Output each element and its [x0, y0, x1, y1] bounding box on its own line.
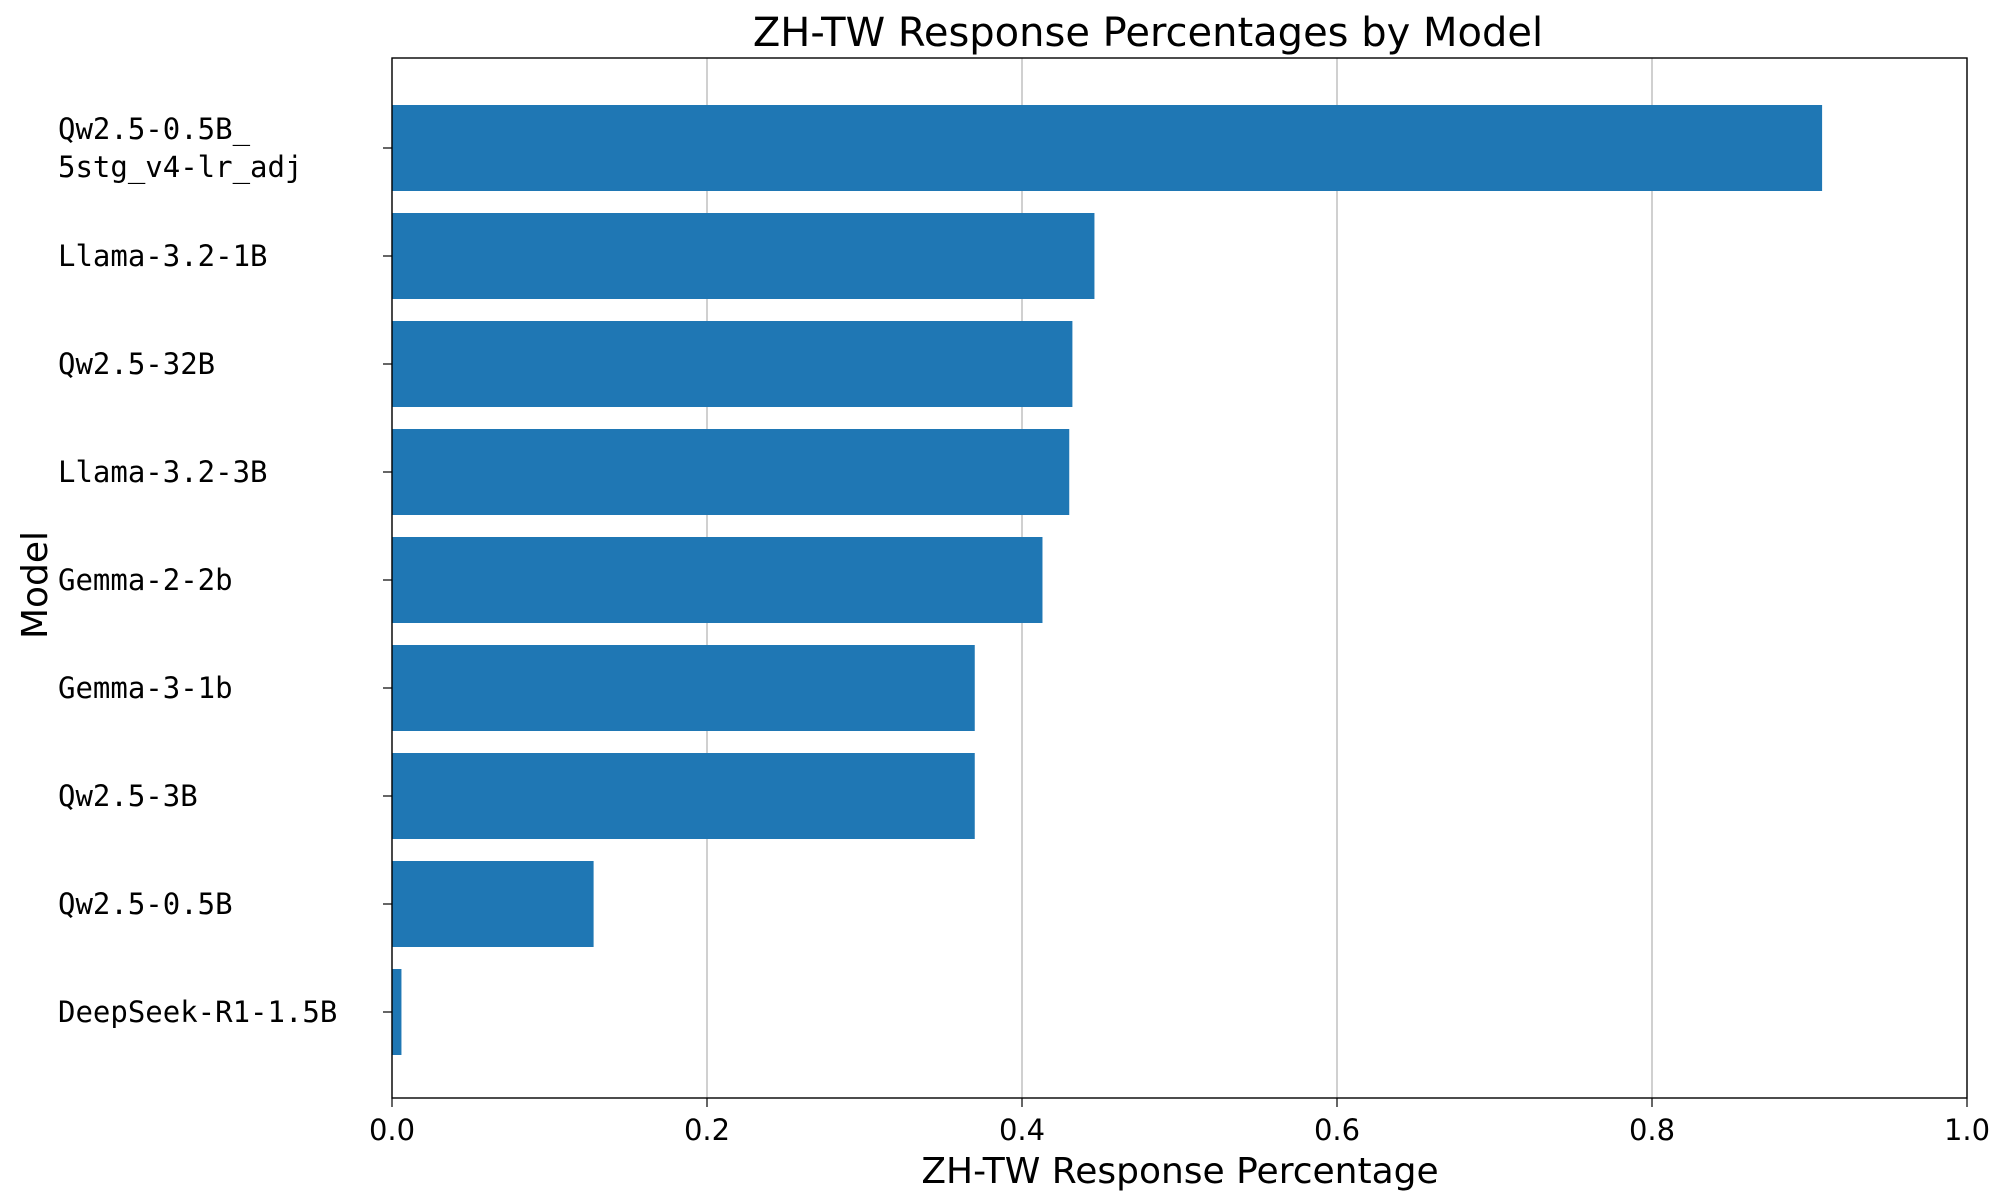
y-tick-label: Qw2.5-0.5B_ — [58, 112, 251, 147]
x-axis-label: ZH-TW Response Percentage — [921, 1151, 1438, 1192]
y-tick-label: 5stg_v4-lr_adj — [58, 150, 302, 185]
bar — [392, 213, 1095, 299]
chart-title: ZH-TW Response Percentages by Model — [753, 10, 1543, 56]
y-tick-label: Gemma-2-2b — [58, 563, 233, 597]
y-tick-label: Llama-3.2-1B — [58, 239, 268, 273]
x-tick-label: 0.4 — [999, 1113, 1045, 1147]
y-axis-label: Model — [15, 531, 56, 639]
x-tick-label: 0.2 — [684, 1113, 730, 1147]
plot-frame — [391, 57, 1968, 1099]
bar — [392, 429, 1070, 515]
y-tick-label: Qw2.5-32B — [58, 347, 215, 381]
bar — [392, 969, 402, 1055]
y-tick-label: Llama-3.2-3B — [58, 455, 268, 489]
bar — [392, 753, 975, 839]
y-tick-label: Qw2.5-0.5B — [58, 887, 233, 921]
y-tick-label: Gemma-3-1b — [58, 671, 233, 705]
bar — [392, 105, 1823, 191]
x-tick-label: 0.0 — [369, 1113, 415, 1147]
y-tick-label: Qw2.5-3B — [58, 779, 198, 813]
bar — [392, 861, 594, 947]
bars — [392, 105, 1823, 1055]
x-tick-label: 1.0 — [1944, 1113, 1990, 1147]
x-tick-label: 0.8 — [1629, 1113, 1675, 1147]
bar — [392, 321, 1073, 407]
bar — [392, 537, 1043, 623]
y-tick-label: DeepSeek-R1-1.5B — [58, 995, 337, 1029]
x-tick-label: 0.6 — [1314, 1113, 1360, 1147]
x-axis-ticks: 0.0 0.2 0.4 0.6 0.8 1.0 — [369, 1098, 1990, 1147]
y-axis-ticks: Qw2.5-0.5B_5stg_v4-lr_adj Llama-3.2-1B Qw2… — [58, 112, 392, 1029]
bar — [392, 645, 975, 731]
